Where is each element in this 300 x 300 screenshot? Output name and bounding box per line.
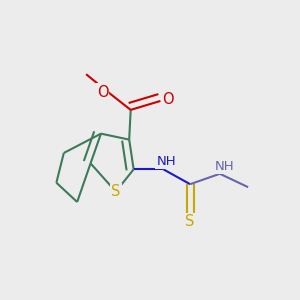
Text: O: O [97,85,108,100]
Text: O: O [162,92,174,107]
Text: NH: NH [214,160,234,173]
Text: NH: NH [157,155,176,168]
Text: S: S [185,214,195,229]
Text: S: S [111,184,121,199]
